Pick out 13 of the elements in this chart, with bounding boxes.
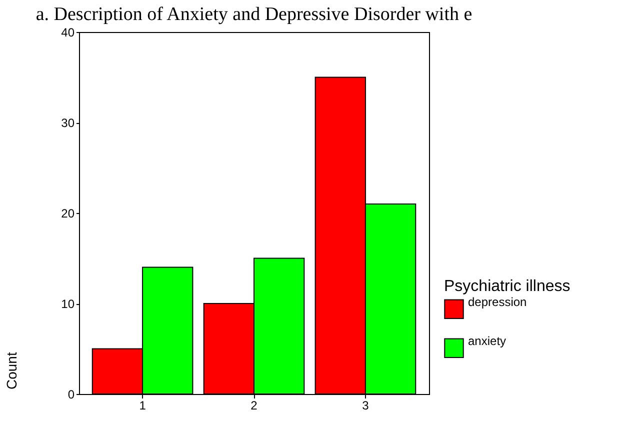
y-axis-title: Count: [4, 352, 20, 390]
legend-label: depression: [468, 295, 527, 310]
y-tick-label: 10: [61, 297, 75, 311]
y-tick-label: 0: [68, 388, 75, 402]
legend-label: anxiety: [468, 334, 506, 348]
legend-title: Psychiatric illness: [444, 278, 570, 296]
y-tick-label: 40: [61, 26, 75, 40]
x-tick-label: 1: [139, 398, 146, 412]
y-tick-label: 30: [61, 116, 75, 130]
x-tick-label: 2: [250, 398, 258, 412]
chart-title: a. Description of Anxiety and Depressive Disorder with e: [36, 4, 472, 25]
y-tick-label: 20: [61, 206, 75, 220]
x-tick-label: 3: [362, 398, 370, 412]
